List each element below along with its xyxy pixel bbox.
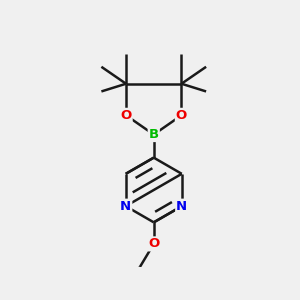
Text: O: O (148, 237, 159, 250)
Text: O: O (120, 109, 132, 122)
Text: O: O (176, 109, 187, 122)
Text: N: N (176, 200, 187, 213)
Text: N: N (120, 200, 131, 213)
Text: B: B (149, 128, 159, 141)
